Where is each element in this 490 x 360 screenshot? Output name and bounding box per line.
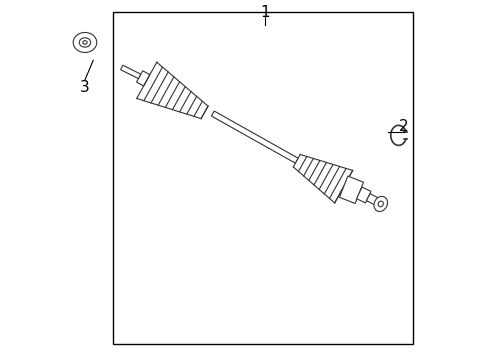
Polygon shape	[357, 187, 371, 203]
Polygon shape	[340, 176, 364, 203]
Ellipse shape	[378, 201, 383, 207]
Polygon shape	[137, 71, 150, 86]
Polygon shape	[137, 62, 208, 119]
Polygon shape	[294, 154, 353, 203]
Ellipse shape	[79, 38, 91, 47]
Ellipse shape	[374, 197, 388, 211]
Ellipse shape	[83, 41, 87, 44]
Text: 3: 3	[80, 80, 90, 95]
Polygon shape	[212, 111, 298, 163]
Text: 1: 1	[260, 5, 270, 19]
Bar	[113, 12, 413, 344]
Text: 2: 2	[399, 119, 409, 134]
Polygon shape	[367, 194, 382, 207]
Polygon shape	[121, 65, 141, 78]
Ellipse shape	[73, 32, 97, 53]
